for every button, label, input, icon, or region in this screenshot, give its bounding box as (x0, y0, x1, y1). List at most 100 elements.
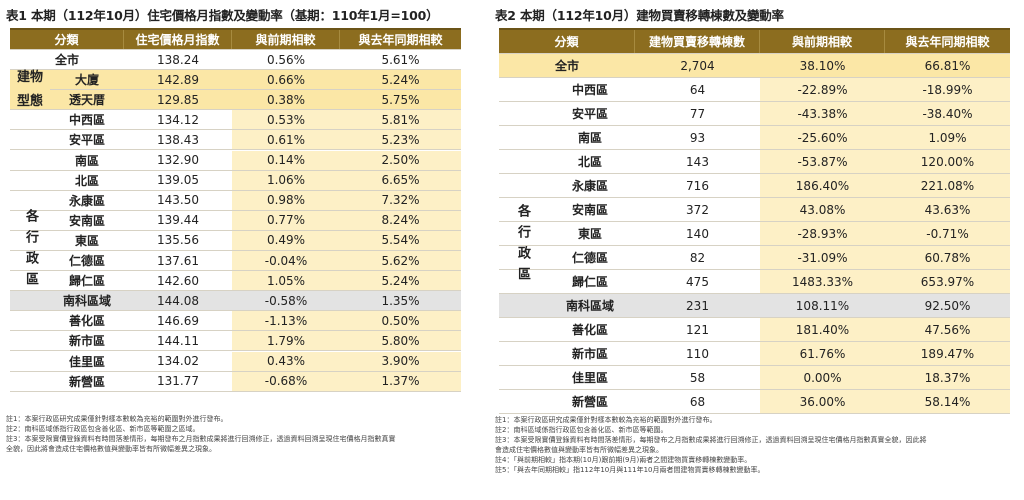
right-total-prev: 38.10% (799, 58, 846, 73)
left-note-3: 註3：本案受限實價登錄資料有時間落差情形，每期發布之月指數成果將進行回溯修正，透… (6, 435, 396, 443)
left-district-yoy: 6.65% (340, 170, 461, 190)
left-type-yoy: 5.24% (381, 72, 420, 87)
left-district-row: 善化區 146.69 -1.13% 0.50% (10, 311, 461, 332)
left-district-index: 131.77 (157, 374, 199, 389)
right-panel: 表2 本期（112年10月）建物買賣移轉棟數及變動率 分類 建物買賣移轉棟數 與… (495, 0, 1015, 500)
left-district-index: 132.90 (157, 153, 199, 168)
right-district-label: 新營區 (571, 395, 608, 409)
left-header-index: 住宅價格月指數 (124, 30, 232, 49)
left-district-prev: 0.77% (232, 210, 340, 230)
left-district-yoy: 0.50% (340, 311, 461, 331)
right-district-row: 新營區 68 36.00% 58.14% (499, 390, 1010, 414)
right-district-yoy: 60.78% (885, 246, 1010, 269)
left-district-row: 歸仁區 142.60 1.05% 5.24% (10, 271, 461, 292)
left-district-prev: -0.58% (264, 293, 308, 308)
left-district-prev: 1.79% (232, 331, 340, 351)
left-district-label: 北區 (74, 173, 99, 188)
left-district-yoy: 5.54% (340, 230, 461, 250)
left-district-index: 138.43 (157, 132, 199, 147)
left-district-index: 139.05 (157, 173, 199, 188)
right-district-count: 231 (686, 298, 709, 313)
right-district-label: 仁德區 (571, 251, 608, 265)
left-district-prev: -1.13% (232, 311, 340, 331)
right-district-label: 歸仁區 (571, 275, 608, 289)
right-district-row: 善化區 121 181.40% 47.56% (499, 318, 1010, 342)
right-district-count: 82 (689, 250, 706, 265)
left-district-prev: 0.53% (232, 110, 340, 130)
right-district-row: 北區 143 -53.87% 120.00% (499, 150, 1010, 174)
right-district-prev: -25.60% (760, 126, 885, 149)
right-district-row: 永康區 716 186.40% 221.08% (499, 174, 1010, 198)
left-district-yoy: 8.24% (340, 210, 461, 230)
left-type-index: 142.89 (157, 72, 199, 87)
left-district-row: 東區 135.56 0.49% 5.54% (10, 230, 461, 251)
left-notes: 註1：本案行政區研究成果僅針對樣本數較為充裕的範圍對外進行發布。 註2：南科區域… (6, 414, 461, 454)
right-district-count: 58 (689, 370, 706, 385)
left-district-row: 北區 139.05 1.06% 6.65% (10, 170, 461, 191)
left-district-yoy: 5.81% (340, 110, 461, 130)
right-table-title: 表2 本期（112年10月）建物買賣移轉棟數及變動率 (495, 8, 784, 23)
left-district-label: 善化區 (68, 314, 105, 329)
right-district-row: 南區 93 -25.60% 1.09% (499, 126, 1010, 150)
left-district-label: 安平區 (68, 133, 105, 148)
left-type-label: 大廈 (74, 73, 99, 88)
right-district-count: 77 (689, 106, 706, 121)
left-district-index: 144.11 (157, 333, 199, 348)
right-district-yoy: 189.47% (885, 342, 1010, 365)
right-district-count: 68 (689, 394, 706, 409)
left-header-yoy: 與去年同期相較 (358, 33, 443, 47)
right-district-prev: -28.93% (760, 222, 885, 245)
right-district-count: 716 (686, 178, 709, 193)
left-type-row: 大廈 142.89 0.66% 5.24% (10, 70, 461, 91)
right-district-count: 143 (686, 154, 709, 169)
left-district-label: 南區 (74, 153, 99, 168)
right-district-yoy: 120.00% (885, 150, 1010, 173)
right-district-count: 140 (686, 226, 709, 241)
left-total-index: 138.24 (157, 52, 199, 67)
right-district-yoy: 92.50% (924, 298, 971, 313)
left-district-index: 144.08 (157, 293, 199, 308)
left-district-row: 佳里區 134.02 0.43% 3.90% (10, 351, 461, 372)
right-district-prev: 108.11% (795, 298, 850, 313)
left-district-yoy: 5.23% (340, 130, 461, 150)
right-district-row: 東區 140 -28.93% -0.71% (499, 222, 1010, 246)
right-district-yoy: 1.09% (885, 126, 1010, 149)
right-district-count: 121 (686, 322, 709, 337)
right-district-count: 64 (689, 82, 706, 97)
left-district-label: 東區 (74, 233, 99, 248)
right-district-label: 南科區域 (565, 299, 614, 313)
right-district-yoy: 221.08% (885, 174, 1010, 197)
left-district-prev: 1.06% (232, 170, 340, 190)
left-district-index: 135.56 (157, 233, 199, 248)
left-district-row: 永康區 143.50 0.98% 7.32% (10, 190, 461, 211)
left-district-yoy: 1.37% (340, 371, 461, 391)
left-table-title: 表1 本期（112年10月）住宅價格月指數及變動率（基期：110年1月=100） (6, 8, 439, 23)
right-note-3: 註3：本案受限實價登錄資料有時間落差情形，每期發布之月指數成果將進行回溯修正，透… (495, 436, 927, 444)
right-district-count: 93 (689, 130, 706, 145)
left-district-row: 新營區 131.77 -0.68% 1.37% (10, 371, 461, 392)
left-district-yoy: 5.24% (340, 271, 461, 291)
left-district-index: 143.50 (157, 193, 199, 208)
left-district-row: 安南區 139.44 0.77% 8.24% (10, 210, 461, 231)
left-panel: 表1 本期（112年10月）住宅價格月指數及變動率（基期：110年1月=100）… (6, 0, 461, 500)
right-note-6: 註5：「與去年同期相較」指112年10月與111年10月兩者間建物買賣移轉棟數變… (495, 466, 765, 474)
left-district-prev: 0.98% (232, 190, 340, 210)
left-district-label: 仁德區 (68, 254, 105, 269)
right-district-prev: 43.08% (760, 198, 885, 221)
right-district-yoy: 43.63% (885, 198, 1010, 221)
right-district-count: 475 (686, 274, 709, 289)
left-type-row: 透天厝 129.85 0.38% 5.75% (10, 90, 461, 111)
left-header-row: 分類 住宅價格月指數 與前期相較 與去年同期相較 (10, 30, 461, 50)
left-type-index: 129.85 (157, 92, 199, 107)
right-district-prev: -43.38% (760, 102, 885, 125)
left-district-prev: 0.61% (232, 130, 340, 150)
right-district-prev: -31.09% (760, 246, 885, 269)
right-district-prev: 181.40% (760, 318, 885, 341)
left-group-building-type-line1: 建物 (16, 69, 43, 85)
right-header-prev: 與前期相較 (760, 30, 885, 53)
left-district-label: 新市區 (68, 334, 105, 349)
left-type-yoy: 5.75% (381, 92, 420, 107)
left-district-yoy: 3.90% (340, 351, 461, 371)
right-header-yoy: 與去年同期相較 (905, 35, 990, 49)
right-header-category: 分類 (499, 30, 635, 53)
